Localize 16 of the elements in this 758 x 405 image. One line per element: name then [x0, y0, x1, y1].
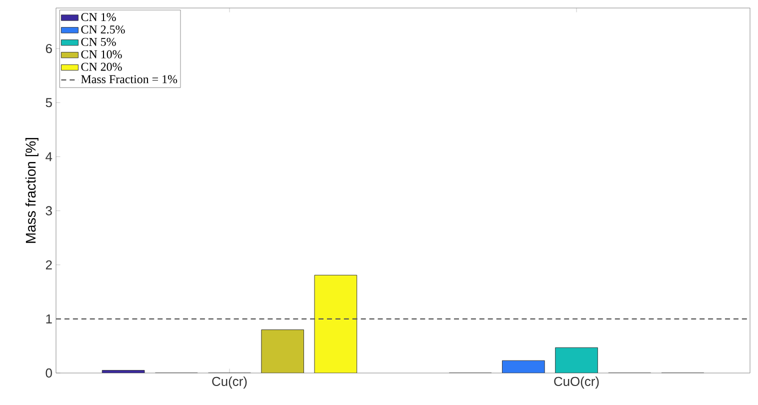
x-tick-label: Cu(cr)	[212, 376, 247, 389]
legend-label: CN 2.5%	[81, 25, 125, 34]
legend-label: CN 1%	[81, 13, 116, 22]
legend-label: CN 10%	[81, 50, 122, 58]
y-axis-title: Mass fraction [%]	[25, 138, 38, 243]
legend-label: CN 20%	[81, 62, 122, 71]
y-tick-label: 4	[46, 152, 52, 162]
legend-label: Mass Fraction = 1%	[81, 75, 178, 84]
y-tick-label: 0	[46, 368, 52, 378]
y-tick-label: 2	[46, 260, 52, 270]
x-tick-label: CuO(cr)	[554, 376, 599, 389]
y-tick-label: 3	[46, 206, 52, 216]
y-tick-label: 1	[46, 314, 52, 324]
y-tick-label: 5	[46, 98, 52, 108]
legend-label: CN 5%	[81, 38, 116, 46]
y-tick-label: 6	[46, 44, 52, 54]
